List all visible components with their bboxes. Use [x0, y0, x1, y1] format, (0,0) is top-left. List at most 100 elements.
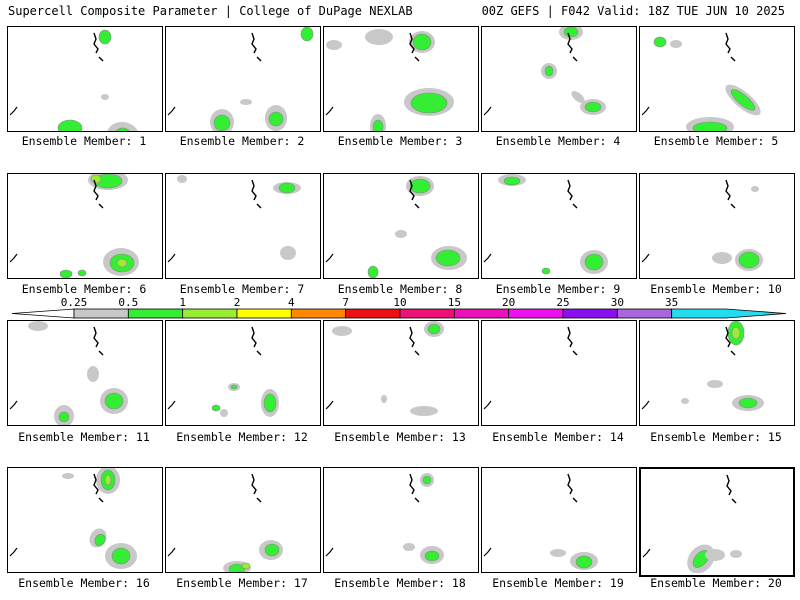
colorbar-segment: [290, 308, 347, 319]
scp-contour: [240, 99, 252, 105]
member-caption: Ensemble Member: 16: [18, 576, 150, 590]
scp-contour: [730, 550, 742, 558]
scp-contour: [503, 176, 521, 186]
colorbar-segment: [508, 308, 564, 319]
scp-contour: [58, 411, 70, 423]
scp-contour: [403, 543, 415, 551]
scp-contour: [435, 249, 461, 267]
ensemble-member-16-map[interactable]: [7, 467, 163, 573]
ensemble-member-20-map[interactable]: [639, 467, 795, 577]
scp-contour: [670, 40, 682, 48]
ensemble-member-17-map[interactable]: [165, 467, 321, 573]
scp-contour: [280, 246, 296, 260]
member-caption: Ensemble Member: 17: [176, 576, 308, 590]
member-caption: Ensemble Member: 8: [337, 282, 463, 296]
scp-contour: [111, 547, 131, 565]
scp-contour: [410, 92, 448, 114]
ensemble-member-15-map[interactable]: [639, 320, 795, 426]
ensemble-member-4-map[interactable]: [481, 26, 637, 132]
scp-contour: [101, 94, 109, 100]
member-caption: Ensemble Member: 11: [18, 430, 150, 444]
ensemble-member-2-map[interactable]: [165, 26, 321, 132]
scp-contour: [268, 111, 284, 127]
scp-contour: [381, 395, 387, 403]
scp-contour: [28, 321, 48, 331]
colorbar-tick-label: 30: [610, 296, 624, 309]
colorbar-segment: [616, 308, 673, 319]
header-title: Supercell Composite Parameter | College …: [8, 4, 413, 18]
ensemble-member-1-map[interactable]: [7, 26, 163, 132]
scp-contour: [422, 475, 432, 485]
scp-contour: [395, 230, 407, 238]
map-plot: [9, 321, 128, 425]
map-plot: [167, 473, 283, 572]
scp-contour: [230, 384, 238, 390]
colorbar-segment: [73, 308, 129, 319]
scp-contour: [332, 326, 352, 336]
scp-contour: [326, 40, 342, 50]
member-caption: Ensemble Member: 2: [179, 134, 305, 148]
ensemble-member-8-map[interactable]: [323, 173, 479, 279]
colorbar-segment: [562, 308, 618, 319]
colorbar-tick-label: 4: [288, 296, 295, 309]
colorbar-tick-label: 1: [179, 296, 186, 309]
scp-contour: [705, 549, 725, 561]
scp-contour: [263, 393, 277, 413]
colorbar-tick-label: 0.5: [118, 296, 139, 309]
ensemble-member-18-map[interactable]: [323, 467, 479, 573]
ensemble-member-5-map[interactable]: [639, 26, 795, 132]
ensemble-member-19-map[interactable]: [481, 467, 637, 573]
colorbar-tick-label: 15: [447, 296, 461, 309]
map-plot: [641, 179, 763, 271]
scp-contour: [707, 380, 723, 388]
colorbar-tick-label: 7: [342, 296, 349, 309]
map-plot: [325, 176, 467, 278]
member-caption: Ensemble Member: 12: [176, 430, 308, 444]
colorbar-tick-label: 2: [233, 296, 241, 309]
ensemble-member-11-map[interactable]: [7, 320, 163, 426]
member-caption: Ensemble Member: 3: [337, 134, 463, 148]
ensemble-member-13-map[interactable]: [323, 320, 479, 426]
ensemble-member-6-map[interactable]: [7, 173, 163, 279]
ensemble-member-7-map[interactable]: [165, 173, 321, 279]
scp-contour: [264, 543, 280, 557]
scp-contour: [653, 36, 667, 48]
member-caption: Ensemble Member: 5: [653, 134, 779, 148]
scp-contour: [278, 182, 296, 194]
colorbar-segment: [182, 308, 238, 319]
scp-contour: [177, 175, 187, 183]
map-plot: [483, 174, 608, 275]
scp-contour: [544, 65, 554, 77]
scp-contour: [692, 121, 728, 131]
colorbar-left-arrow: [11, 308, 75, 319]
scp-contour: [57, 119, 83, 131]
ensemble-member-14-map[interactable]: [481, 320, 637, 426]
member-caption: Ensemble Member: 1: [21, 134, 147, 148]
map-plot: [483, 473, 598, 570]
scp-contour: [77, 269, 87, 277]
ensemble-member-12-map[interactable]: [165, 320, 321, 426]
scp-contour: [409, 178, 431, 194]
scp-contour: [98, 29, 112, 45]
member-caption: Ensemble Member: 7: [179, 282, 305, 296]
member-caption: Ensemble Member: 10: [650, 282, 782, 296]
scp-contour: [550, 549, 566, 557]
map-plot: [9, 29, 139, 131]
colorbar-tick-label: 35: [665, 296, 679, 309]
scp-contour: [104, 474, 112, 486]
colorbar-segment: [453, 308, 510, 319]
map-plot: [483, 27, 606, 116]
ensemble-member-10-map[interactable]: [639, 173, 795, 279]
scp-contour: [59, 269, 73, 278]
scp-contour: [116, 258, 128, 268]
scp-contour: [541, 267, 551, 275]
map-plot: [167, 326, 279, 417]
scp-contour: [731, 326, 741, 340]
ensemble-member-3-map[interactable]: [323, 26, 479, 132]
scp-contour: [104, 392, 124, 410]
colorbar-segment: [127, 308, 184, 319]
scp-contour: [575, 555, 593, 569]
scp-contour: [424, 550, 440, 562]
scp-contour: [220, 409, 228, 417]
ensemble-member-9-map[interactable]: [481, 173, 637, 279]
